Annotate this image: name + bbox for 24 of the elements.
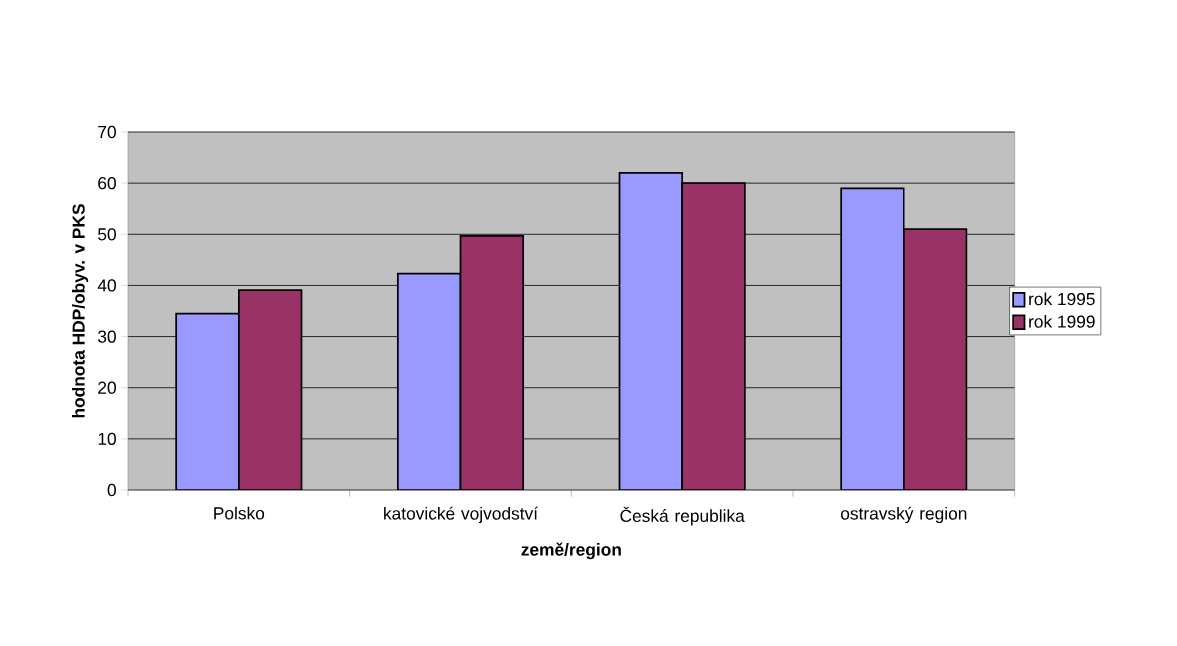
- bar: [840, 187, 905, 490]
- bar: [175, 312, 240, 490]
- y-tick-label: 20: [98, 381, 116, 394]
- x-tick-label: ostravský region: [840, 506, 967, 524]
- bar: [237, 289, 303, 490]
- x-axis-title: země/region: [521, 542, 621, 560]
- legend-label: rok 1999: [1029, 314, 1095, 328]
- y-tick-label: 40: [97, 279, 116, 292]
- bar: [902, 228, 968, 490]
- y-tick-label: 10: [98, 432, 116, 445]
- bar: [618, 172, 684, 490]
- bar: [396, 272, 462, 490]
- legend-label: rok 1995: [1029, 292, 1095, 306]
- bar: [459, 234, 525, 490]
- y-tick-label: 60: [98, 177, 116, 190]
- x-tick-label: Polsko: [214, 506, 265, 520]
- y-tick-label: 50: [98, 228, 116, 241]
- y-tick-label: 0: [107, 483, 116, 497]
- x-tick-label: Česká republika: [620, 506, 745, 526]
- x-tick-label: katovické vojvodství: [384, 506, 538, 524]
- y-tick-label: 70: [98, 125, 116, 139]
- y-tick-label: 30: [98, 330, 116, 343]
- y-axis-title: hodnota HDP/obyv. v PKS: [72, 204, 89, 418]
- bar: [681, 182, 746, 490]
